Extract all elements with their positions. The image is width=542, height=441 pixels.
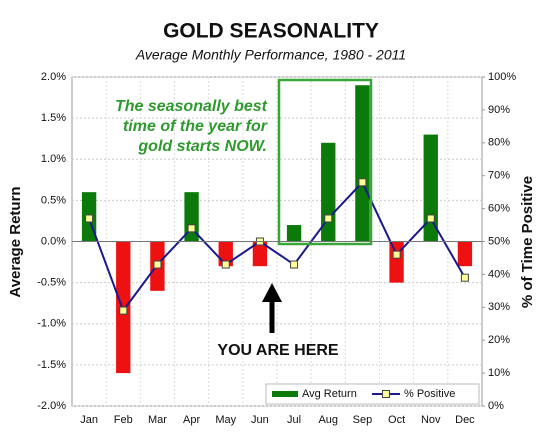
y-tick-label: -1.5% [37,359,66,371]
y2-tick-label: 100% [488,71,516,83]
line-marker [324,214,333,223]
y-tick-label: 2.0% [41,71,66,83]
x-tick-label: Jul [287,414,301,426]
x-tick-label: Nov [421,414,441,426]
line-marker [290,260,299,269]
line-marker [426,214,435,223]
x-tick-label: May [215,414,236,426]
line-marker [153,260,162,269]
x-tick-label: Oct [388,414,405,426]
bar [457,241,473,267]
line-marker [358,178,367,187]
y-tick-label: 0.5% [41,194,66,206]
marker-label: YOU ARE HERE [217,342,339,359]
y2-tick-label: 60% [488,203,510,215]
y2-tick-label: 70% [488,170,510,182]
y2-tick-label: 0% [488,400,504,412]
y-tick-label: -1.0% [37,318,66,330]
x-tick-label: Jun [251,414,269,426]
x-tick-label: Mar [148,414,167,426]
y-tick-label: 1.5% [41,112,66,124]
line-marker [85,214,94,223]
x-tick-label: Aug [318,414,338,426]
line-marker [392,250,401,259]
bar [286,225,302,242]
y2-tick-label: 30% [488,301,510,313]
legend-label: Avg Return [302,388,357,400]
annotation: time of the year for [123,118,268,135]
y-tick-label: -0.5% [37,277,66,289]
line-marker [221,260,230,269]
x-tick-label: Dec [455,414,475,426]
x-tick-label: Sep [353,414,373,426]
y2-tick-label: 50% [488,235,510,247]
y-tick-label: 1.0% [41,153,66,165]
y2-tick-label: 20% [488,334,510,346]
y-axis-title: Average Return [7,186,24,297]
line-marker [187,224,196,233]
bar [355,85,370,242]
line [88,180,466,313]
legend-swatch [382,390,390,398]
legend-swatch [272,391,298,397]
x-tick-label: Jan [80,414,98,426]
y2-tick-label: 10% [488,367,510,379]
y-tick-label: -2.0% [37,400,66,412]
y2-tick-label: 80% [488,137,510,149]
line-marker [460,273,469,282]
legend-label: % Positive [404,388,455,400]
y2-tick-label: 40% [488,268,510,280]
chart-title: GOLD SEASONALITY [163,20,379,43]
highlight-box [277,78,373,246]
x-tick-label: Apr [183,414,200,426]
line-marker [119,306,128,315]
bar [389,241,404,283]
annotation: gold starts NOW. [137,138,267,155]
chart-subtitle: Average Monthly Performance, 1980 - 2011 [135,47,406,63]
x-tick-label: Feb [114,414,133,426]
arrow-head [262,283,282,302]
annotation: The seasonally best [115,98,268,115]
y-tick-label: 0.0% [41,235,66,247]
y2-tick-label: 90% [488,104,510,116]
bar [252,241,268,267]
y2-axis-title: % of Time Positive [519,176,536,308]
